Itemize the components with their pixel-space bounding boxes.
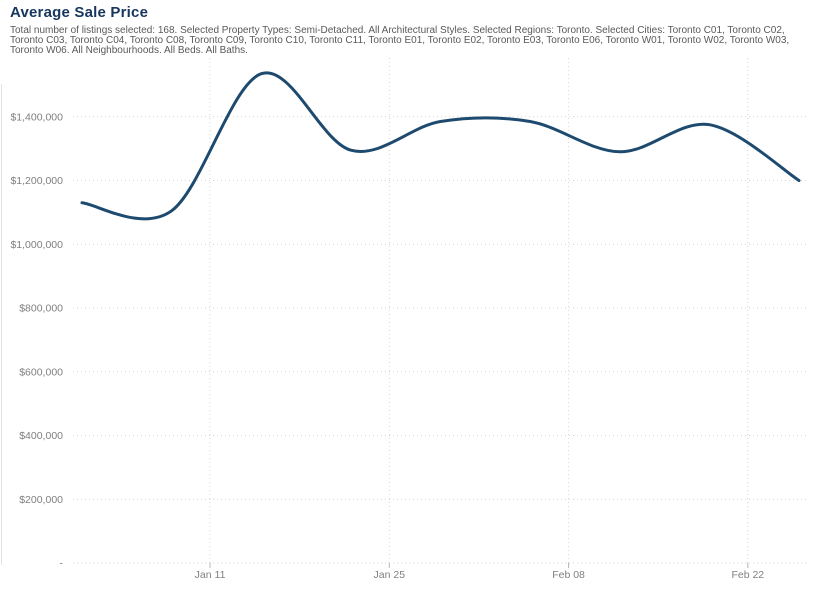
y-axis-tick-label: $1,400,000	[10, 111, 63, 123]
page-title: Average Sale Price	[10, 4, 149, 21]
x-axis-tick-label: Jan 11	[195, 569, 226, 581]
x-axis-tick-label: Jan 25	[374, 569, 406, 581]
y-axis-tick-label: $1,000,000	[10, 239, 63, 251]
average-sale-price-line	[80, 71, 801, 221]
y-axis-tick-label: $800,000	[19, 303, 63, 315]
y-axis-tick-label: $600,000	[19, 366, 63, 378]
x-axis-tick-label: Feb 08	[552, 569, 585, 581]
y-axis-tick-label: $1,200,000	[10, 175, 63, 187]
chart-left-border	[1, 84, 2, 565]
y-axis-tick-label: $200,000	[19, 494, 63, 506]
x-axis-tick-label: Feb 22	[731, 569, 764, 581]
y-axis-tick-label: -	[60, 558, 64, 570]
y-axis-tick-label: $400,000	[19, 430, 63, 442]
report-filters-summary: Total number of listings selected: 168. …	[10, 25, 790, 56]
